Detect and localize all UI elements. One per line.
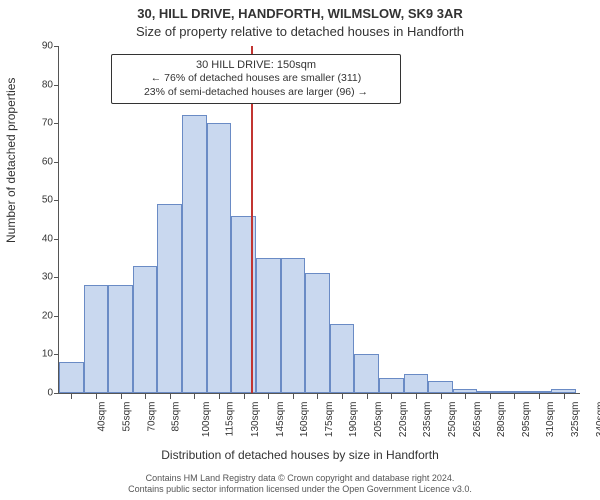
x-tick-label: 220sqm	[392, 402, 409, 438]
x-tick-label: 250sqm	[441, 402, 458, 438]
y-tick-label: 60	[42, 156, 59, 167]
y-tick-label: 40	[42, 233, 59, 244]
x-tick	[465, 393, 466, 399]
histogram-bar	[207, 123, 232, 393]
x-axis-label: Distribution of detached houses by size …	[0, 448, 600, 462]
x-tick-label: 235sqm	[416, 402, 433, 438]
y-tick-label: 50	[42, 195, 59, 206]
histogram-bar	[281, 258, 306, 393]
x-tick-label: 55sqm	[115, 402, 132, 432]
x-tick	[145, 393, 146, 399]
y-tick-label: 10	[42, 349, 59, 360]
histogram-bar	[108, 285, 133, 393]
x-tick-label: 280sqm	[490, 402, 507, 438]
x-tick	[564, 393, 565, 399]
y-tick-label: 30	[42, 272, 59, 283]
x-tick-label: 40sqm	[91, 402, 108, 432]
x-tick	[71, 393, 72, 399]
x-tick	[342, 393, 343, 399]
x-tick	[121, 393, 122, 399]
x-tick	[244, 393, 245, 399]
histogram-bar	[330, 324, 355, 393]
x-tick	[490, 393, 491, 399]
y-tick-label: 0	[47, 388, 59, 399]
x-tick	[416, 393, 417, 399]
x-tick	[367, 393, 368, 399]
x-tick-label: 130sqm	[244, 402, 261, 438]
histogram-bar	[379, 378, 404, 393]
callout-box: 30 HILL DRIVE: 150sqm← 76% of detached h…	[111, 54, 401, 104]
histogram-bar	[84, 285, 109, 393]
y-tick-label: 70	[42, 118, 59, 129]
y-tick-label: 20	[42, 310, 59, 321]
x-tick-label: 160sqm	[293, 402, 310, 438]
x-tick	[293, 393, 294, 399]
histogram-bar	[59, 362, 84, 393]
x-tick-label: 205sqm	[367, 402, 384, 438]
y-tick-label: 90	[42, 41, 59, 52]
x-tick	[96, 393, 97, 399]
callout-line: 23% of semi-detached houses are larger (…	[118, 86, 394, 100]
x-tick	[268, 393, 269, 399]
histogram-bar	[256, 258, 281, 393]
x-tick-label: 175sqm	[318, 402, 335, 438]
attribution-text: Contains HM Land Registry data © Crown c…	[0, 473, 600, 496]
x-tick-label: 265sqm	[466, 402, 483, 438]
attribution-line: Contains HM Land Registry data © Crown c…	[0, 473, 600, 485]
histogram-bar	[157, 204, 182, 393]
plot-area: 010203040506070809040sqm55sqm70sqm85sqm1…	[58, 46, 580, 394]
x-tick-label: 85sqm	[165, 402, 182, 432]
x-tick	[170, 393, 171, 399]
x-tick-label: 295sqm	[515, 402, 532, 438]
x-tick	[194, 393, 195, 399]
histogram-bar	[354, 354, 379, 393]
figure: 30, HILL DRIVE, HANDFORTH, WILMSLOW, SK9…	[0, 0, 600, 500]
x-tick-label: 310sqm	[539, 402, 556, 438]
callout-title: 30 HILL DRIVE: 150sqm	[118, 58, 394, 72]
x-tick	[514, 393, 515, 399]
histogram-bar	[133, 266, 158, 393]
x-tick	[317, 393, 318, 399]
histogram-bar	[182, 115, 207, 393]
x-tick-label: 325sqm	[564, 402, 581, 438]
x-tick	[391, 393, 392, 399]
histogram-bar	[404, 374, 429, 393]
x-tick	[539, 393, 540, 399]
callout-line: ← 76% of detached houses are smaller (31…	[118, 72, 394, 86]
x-tick-label: 70sqm	[140, 402, 157, 432]
x-tick-label: 340sqm	[589, 402, 600, 438]
chart-subtitle: Size of property relative to detached ho…	[0, 24, 600, 39]
attribution-line: Contains public sector information licen…	[0, 484, 600, 496]
x-tick	[219, 393, 220, 399]
x-tick	[441, 393, 442, 399]
chart-title: 30, HILL DRIVE, HANDFORTH, WILMSLOW, SK9…	[0, 6, 600, 21]
x-tick-label: 190sqm	[343, 402, 360, 438]
histogram-bar	[305, 273, 330, 393]
x-tick-label: 145sqm	[269, 402, 286, 438]
histogram-bar	[428, 381, 453, 393]
y-tick-label: 80	[42, 79, 59, 90]
x-tick-label: 100sqm	[195, 402, 212, 438]
y-axis-label: Number of detached properties	[4, 78, 18, 243]
x-tick-label: 115sqm	[219, 402, 236, 437]
